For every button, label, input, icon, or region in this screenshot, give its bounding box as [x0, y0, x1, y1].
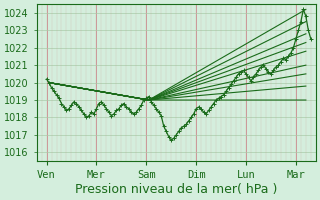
X-axis label: Pression niveau de la mer( hPa ): Pression niveau de la mer( hPa ) — [75, 183, 277, 196]
